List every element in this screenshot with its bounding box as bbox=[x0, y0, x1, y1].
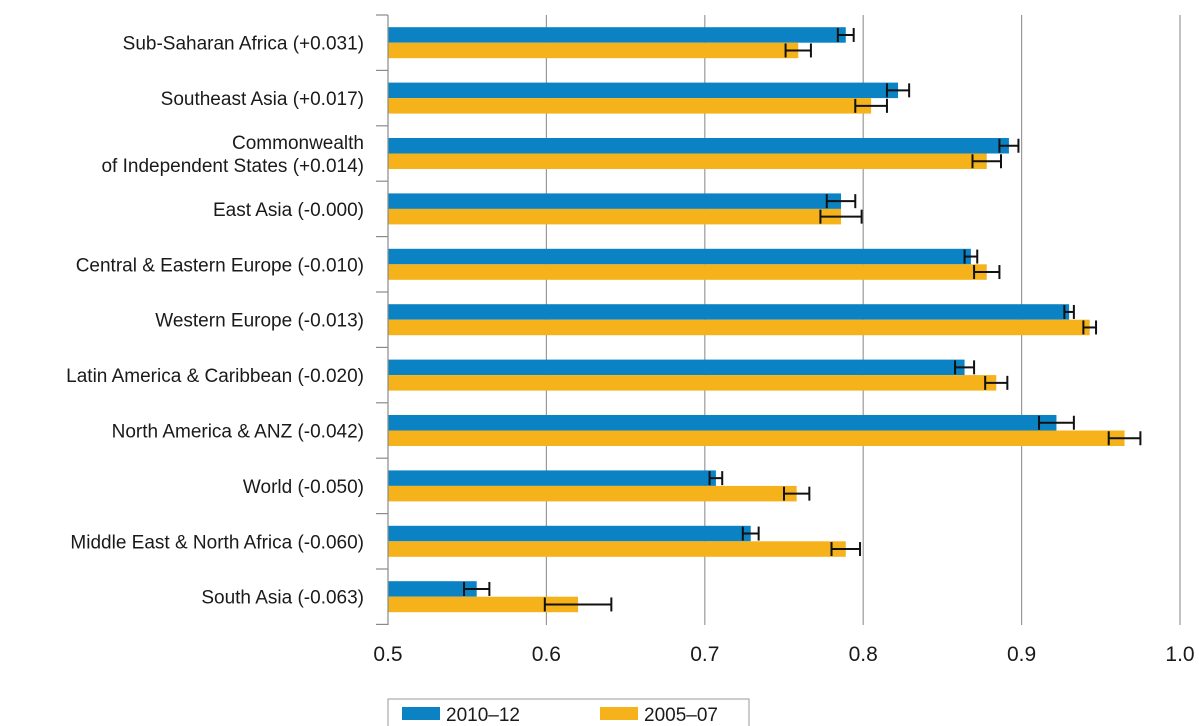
category-label: North America & ANZ (-0.042) bbox=[112, 422, 364, 443]
bar-series2 bbox=[388, 375, 997, 391]
y-axis bbox=[376, 14, 389, 626]
x-tick-label: 0.7 bbox=[690, 643, 719, 666]
category-label: Western Europe (-0.013) bbox=[155, 311, 364, 332]
bar-series2 bbox=[388, 319, 1090, 336]
category-label: of Independent States (+0.014) bbox=[101, 156, 364, 177]
x-tick-label: 0.8 bbox=[849, 643, 878, 666]
bar-series2 bbox=[388, 208, 842, 225]
bar-series2 bbox=[388, 430, 1125, 446]
category-label: East Asia (-0.000) bbox=[213, 200, 364, 221]
category-label: Middle East & North Africa (-0.060) bbox=[70, 532, 364, 553]
bar-series1 bbox=[388, 27, 846, 43]
category-label: Central & Eastern Europe (-0.010) bbox=[76, 255, 364, 276]
bar-series1 bbox=[388, 248, 971, 265]
bar-series1 bbox=[388, 359, 965, 376]
bar-series2 bbox=[388, 264, 987, 280]
bar-series1 bbox=[388, 138, 1009, 154]
category-label: Latin America & Caribbean (-0.020) bbox=[66, 366, 364, 387]
bar-series1 bbox=[388, 470, 716, 486]
bar-series1 bbox=[388, 525, 751, 542]
bar-series2 bbox=[388, 153, 987, 169]
x-tick-label: 1.0 bbox=[1165, 643, 1194, 666]
bars-layer bbox=[388, 27, 1125, 613]
legend: 2010–12 2005–07 bbox=[387, 698, 750, 726]
category-label: Sub-Saharan Africa (+0.031) bbox=[123, 34, 364, 55]
legend-box bbox=[387, 698, 750, 726]
legend-swatch bbox=[600, 707, 638, 720]
category-label: Commonwealth bbox=[232, 133, 364, 154]
category-label: South Asia (-0.063) bbox=[201, 588, 364, 609]
bar-series1 bbox=[388, 304, 1070, 320]
legend-swatch bbox=[402, 707, 440, 720]
bar-series2 bbox=[388, 541, 846, 557]
category-label: World (-0.050) bbox=[243, 477, 364, 498]
x-tick-labels: 0.5 0.6 0.7 0.8 0.9 1.0 bbox=[373, 643, 1194, 666]
bar-series1 bbox=[388, 581, 477, 597]
x-tick-label: 0.9 bbox=[1007, 643, 1036, 666]
error-bars-layer bbox=[463, 27, 1142, 612]
category-label: Southeast Asia (+0.017) bbox=[161, 89, 364, 110]
x-tick-label: 0.6 bbox=[532, 643, 561, 666]
bar-series2 bbox=[388, 98, 872, 114]
bar-series1 bbox=[388, 193, 842, 209]
bar-series2 bbox=[388, 485, 797, 502]
bar-series1 bbox=[388, 415, 1057, 431]
legend-label: 2010–12 bbox=[446, 705, 520, 726]
category-labels: Sub-Saharan Africa (+0.031) Southeast Asi… bbox=[66, 34, 364, 609]
bar-series1 bbox=[388, 82, 899, 99]
legend-label: 2005–07 bbox=[644, 705, 718, 726]
bar-series2 bbox=[388, 596, 579, 613]
x-tick-label: 0.5 bbox=[373, 643, 402, 666]
bar-series2 bbox=[388, 42, 799, 59]
